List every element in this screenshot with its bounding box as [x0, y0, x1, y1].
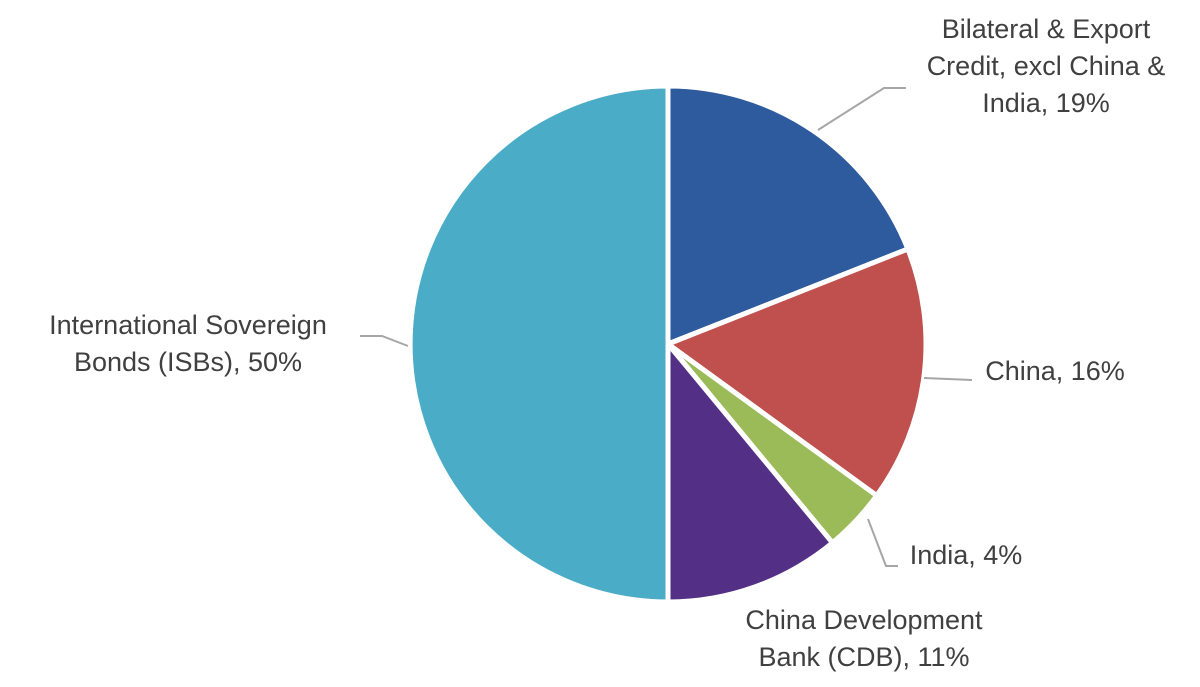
pie-slices	[407, 83, 929, 605]
data-label-bilateral-export-credit-excl-china-india: Bilateral & Export Credit, excl China & In…	[927, 14, 1166, 118]
data-label-line: China Development	[745, 605, 983, 635]
pie-slice-international-sovereign-bonds-isbs	[407, 83, 671, 605]
data-label-china-development-bank-cdb: China Development Bank (CDB), 11%	[745, 605, 983, 672]
data-label-international-sovereign-bonds-isbs: International Sovereign Bonds (ISBs), 50%	[49, 310, 327, 377]
pie-slice-bilateral-export-credit-excl-china-india	[665, 83, 912, 348]
data-label-line: International Sovereign	[49, 310, 327, 340]
data-label-line: India, 19%	[982, 88, 1110, 118]
data-label-china: China, 16%	[985, 356, 1125, 386]
leader-line-india	[867, 518, 898, 567]
data-label-india: India, 4%	[910, 540, 1023, 570]
pie-slice-china	[662, 245, 929, 500]
data-label-line: Bilateral & Export	[942, 14, 1151, 44]
pie-slice-china-development-bank-cdb	[665, 337, 836, 605]
data-label-line: Credit, excl China &	[927, 51, 1166, 81]
leader-line-international-sovereign-bonds-isbs	[360, 335, 409, 347]
leader-lines	[360, 87, 973, 567]
data-label-line: China, 16%	[985, 356, 1125, 386]
data-label-line: Bank (CDB), 11%	[758, 642, 969, 672]
data-labels: Bilateral & Export Credit, excl China & In…	[49, 14, 1165, 672]
leader-line-bilateral-export-credit-excl-china-india	[817, 87, 906, 131]
data-label-line: India, 4%	[910, 540, 1023, 570]
data-label-line: Bonds (ISBs), 50%	[74, 347, 302, 377]
leader-line-china	[923, 377, 973, 381]
